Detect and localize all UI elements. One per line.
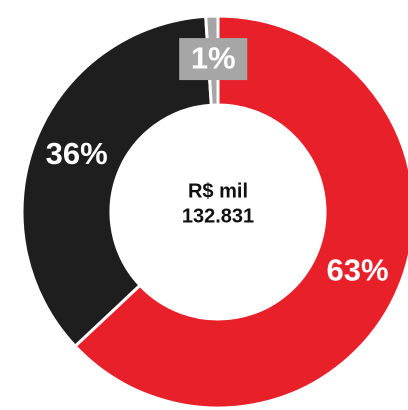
value-label: 63%	[326, 253, 388, 288]
center-total: 132.831	[182, 205, 254, 227]
value-label: 36%	[46, 136, 108, 171]
donut-slice	[20, 14, 213, 349]
donut-slice	[72, 14, 408, 410]
center-label: R$ mil	[188, 180, 248, 202]
label-box	[179, 38, 248, 81]
value-label: 1%	[191, 40, 236, 75]
